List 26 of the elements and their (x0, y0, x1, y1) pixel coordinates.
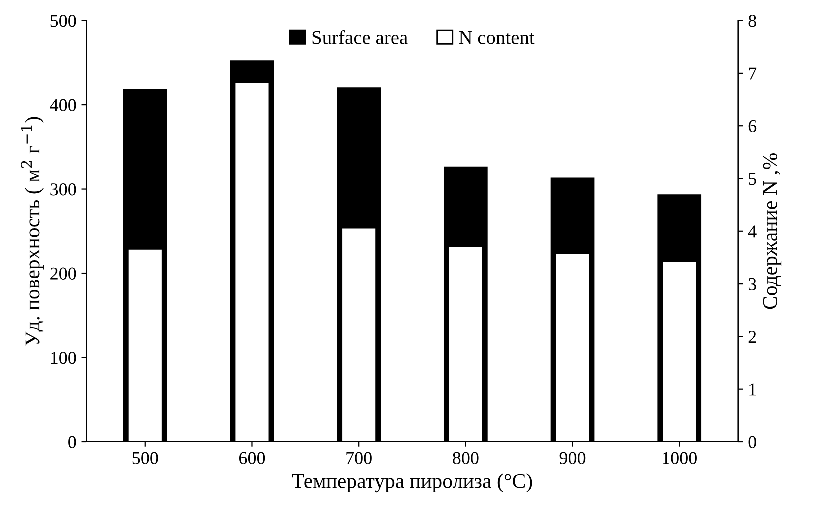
y-tick-label: 500 (50, 15, 76, 28)
legend-label: Surface area (312, 30, 408, 44)
x-tick-label: 500 (132, 452, 158, 464)
y-tick-label: 400 (50, 99, 76, 112)
x-tick-label: 600 (239, 452, 266, 464)
legend-label: N content (459, 31, 535, 44)
y2-axis-title: Содержание N ,% (763, 154, 782, 310)
y2-tick-label: 8 (748, 15, 756, 28)
y2-tick-label: 0 (748, 436, 756, 448)
y2-tick-label: 6 (748, 120, 757, 133)
y-tick-label: 200 (50, 268, 76, 280)
y2-tick-label: 5 (749, 173, 756, 186)
y2-tick-label: 2 (748, 331, 756, 343)
y-tick-label: 100 (51, 352, 76, 364)
y2-tick-label: 7 (749, 68, 757, 80)
y2-tick-label: 3 (748, 278, 756, 290)
x-tick-label: 700 (346, 452, 372, 464)
x-tick-label: 800 (453, 452, 479, 464)
y-tick-label: 0 (68, 436, 76, 448)
y2-tick-label: 1 (750, 384, 756, 396)
x-axis-title: Температура пиролиза (°C) (292, 474, 532, 493)
x-tick-label: 1000 (663, 452, 697, 464)
y-tick-label: 300 (50, 184, 76, 196)
y2-tick-label: 4 (748, 226, 757, 238)
y-axis-title: Уд. поверхность ( м$^{2}$ г$^{−1}$) (21, 117, 44, 346)
x-tick-label: 900 (560, 452, 586, 464)
